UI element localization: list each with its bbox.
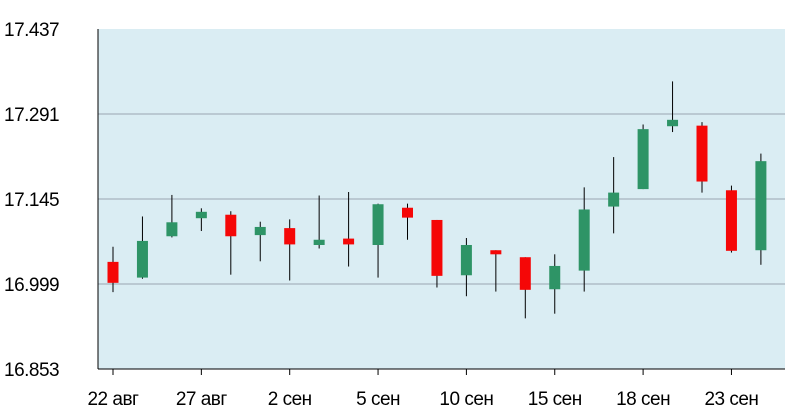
candle-body-down [519,257,531,290]
candle-body-up [549,265,561,290]
y-tick-label: 17.291 [4,105,59,126]
candle-body-down [284,228,296,245]
candles [107,81,767,319]
candle-body-up [313,239,325,245]
candle [402,203,413,240]
grid-lines [98,113,785,285]
candle [343,192,355,267]
candle [696,122,708,193]
candle-body-up [755,161,767,251]
candle [166,194,178,238]
candle [431,219,443,288]
x-axis-labels: 22 авг 27 авг 2 сен 5 сен 10 сен 15 сен 18 сен… [87,389,758,410]
candle [667,81,679,133]
candle-body-up [372,204,384,245]
candle-body-up [667,119,679,127]
y-tick-label: 17.437 [4,20,59,41]
candle [637,124,649,190]
candle [725,185,737,253]
candle-body-up [460,244,472,276]
candle-body-up [608,192,620,207]
x-tick-label: 5 сен [356,389,400,410]
candle-body-down [725,190,737,251]
x-tick-label: 18 сен [616,389,670,410]
candle [755,153,767,265]
candle-body-down [225,214,237,237]
y-tick-label: 16.853 [4,360,59,381]
y-axis-labels: 17.437 17.291 17.145 16.999 16.853 [4,20,60,381]
candle-body-down [402,207,413,218]
candle-body-up [195,211,207,219]
x-tick-label: 15 сен [528,389,582,410]
candle [313,195,325,249]
y-tick-label: 16.999 [4,275,59,296]
x-tick-label: 23 сен [704,389,758,410]
candle-body-down [431,219,443,276]
candle-body-up [578,209,590,271]
y-tick-label: 17.145 [4,190,59,211]
axes [97,29,785,375]
candle-body-up [166,222,178,237]
candle [195,208,207,232]
x-tick-label: 27 авг [176,389,228,410]
x-tick-label: 10 сен [439,389,493,410]
candle [549,254,561,314]
candle [284,219,296,281]
x-tick-label: 2 сен [268,389,312,410]
candle-body-down [490,250,502,255]
candle [254,221,266,262]
candle-body-up [637,129,649,190]
candle-body-up [254,226,266,236]
candle [460,238,472,297]
candle [490,250,502,292]
candle [372,203,384,278]
candle [107,246,119,293]
candle [578,187,590,292]
candle-body-down [696,125,708,182]
candle-body-up [136,240,148,278]
candle-body-down [343,238,355,245]
x-tick-label: 22 авг [87,389,139,410]
candle [136,216,148,279]
candle [608,157,620,234]
candle [225,211,237,275]
candle [519,257,531,319]
candle-body-down [107,261,119,283]
